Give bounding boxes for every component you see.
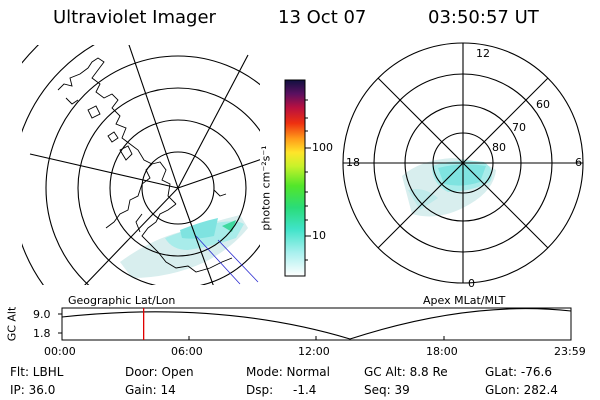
geographic-map bbox=[22, 45, 260, 285]
mlat-label-60: 60 bbox=[536, 98, 550, 111]
orbit-track-lines bbox=[195, 235, 259, 285]
date-label: 13 Oct 07 bbox=[278, 7, 367, 28]
mlt-label-0: 0 bbox=[468, 277, 475, 290]
mlat-label-70: 70 bbox=[512, 121, 526, 134]
magnetic-polar-plot bbox=[342, 42, 584, 284]
altitude-ytick-1-8: 1.8 bbox=[33, 327, 51, 340]
colorbar-unit-label: photon cm⁻²s⁻¹ bbox=[259, 145, 273, 231]
gc-alt-info: GC Alt: 8.8 Re bbox=[364, 365, 448, 379]
colorbar-tick-10: 10 bbox=[312, 229, 326, 242]
altitude-xtick-0600: 06:00 bbox=[171, 345, 203, 358]
altitude-xtick-0000: 00:00 bbox=[44, 345, 76, 358]
lat-circles bbox=[22, 45, 260, 285]
seq-info: Seq: 39 bbox=[364, 383, 410, 397]
time-label: 03:50:57 UT bbox=[428, 7, 539, 28]
altitude-xtick-1200: 12:00 bbox=[298, 345, 330, 358]
instrument-title: Ultraviolet Imager bbox=[53, 7, 216, 28]
altitude-curve bbox=[61, 308, 572, 340]
door-info: Door: Open bbox=[125, 365, 194, 379]
colorbar-tick-100: 100 bbox=[312, 141, 333, 154]
altitude-ytick-9: 9.0 bbox=[33, 308, 51, 321]
mlt-label-12: 12 bbox=[476, 47, 490, 60]
ip-info: IP: 36.0 bbox=[10, 383, 56, 397]
altitude-track-plot bbox=[58, 307, 572, 341]
right-panel-caption: Apex MLat/MLT bbox=[423, 294, 506, 307]
coastlines bbox=[57, 57, 233, 273]
mode-info: Mode: Normal bbox=[246, 365, 330, 379]
filter-info: Flt: LBHL bbox=[10, 365, 64, 379]
dsp-label: Dsp: bbox=[246, 383, 274, 397]
aurora-emission-left bbox=[120, 215, 248, 278]
meridians bbox=[29, 45, 260, 285]
altitude-xtick-2359: 23:59 bbox=[554, 345, 586, 358]
color-bar bbox=[284, 79, 306, 277]
aurora-emission-right bbox=[402, 158, 496, 217]
altitude-xtick-1800: 18:00 bbox=[426, 345, 458, 358]
glon-info: GLon: 282.4 bbox=[485, 383, 558, 397]
altitude-ylabel: GC Alt bbox=[5, 306, 19, 342]
mlt-label-18: 18 bbox=[346, 156, 360, 169]
mlat-label-80: 80 bbox=[492, 141, 506, 154]
color-bar-ticks bbox=[305, 99, 311, 261]
glat-info: GLat: -76.6 bbox=[485, 365, 552, 379]
dsp-value: -1.4 bbox=[293, 383, 317, 397]
mlt-label-6: 6 bbox=[575, 156, 582, 169]
left-panel-caption: Geographic Lat/Lon bbox=[68, 294, 176, 307]
gain-info: Gain: 14 bbox=[125, 383, 176, 397]
